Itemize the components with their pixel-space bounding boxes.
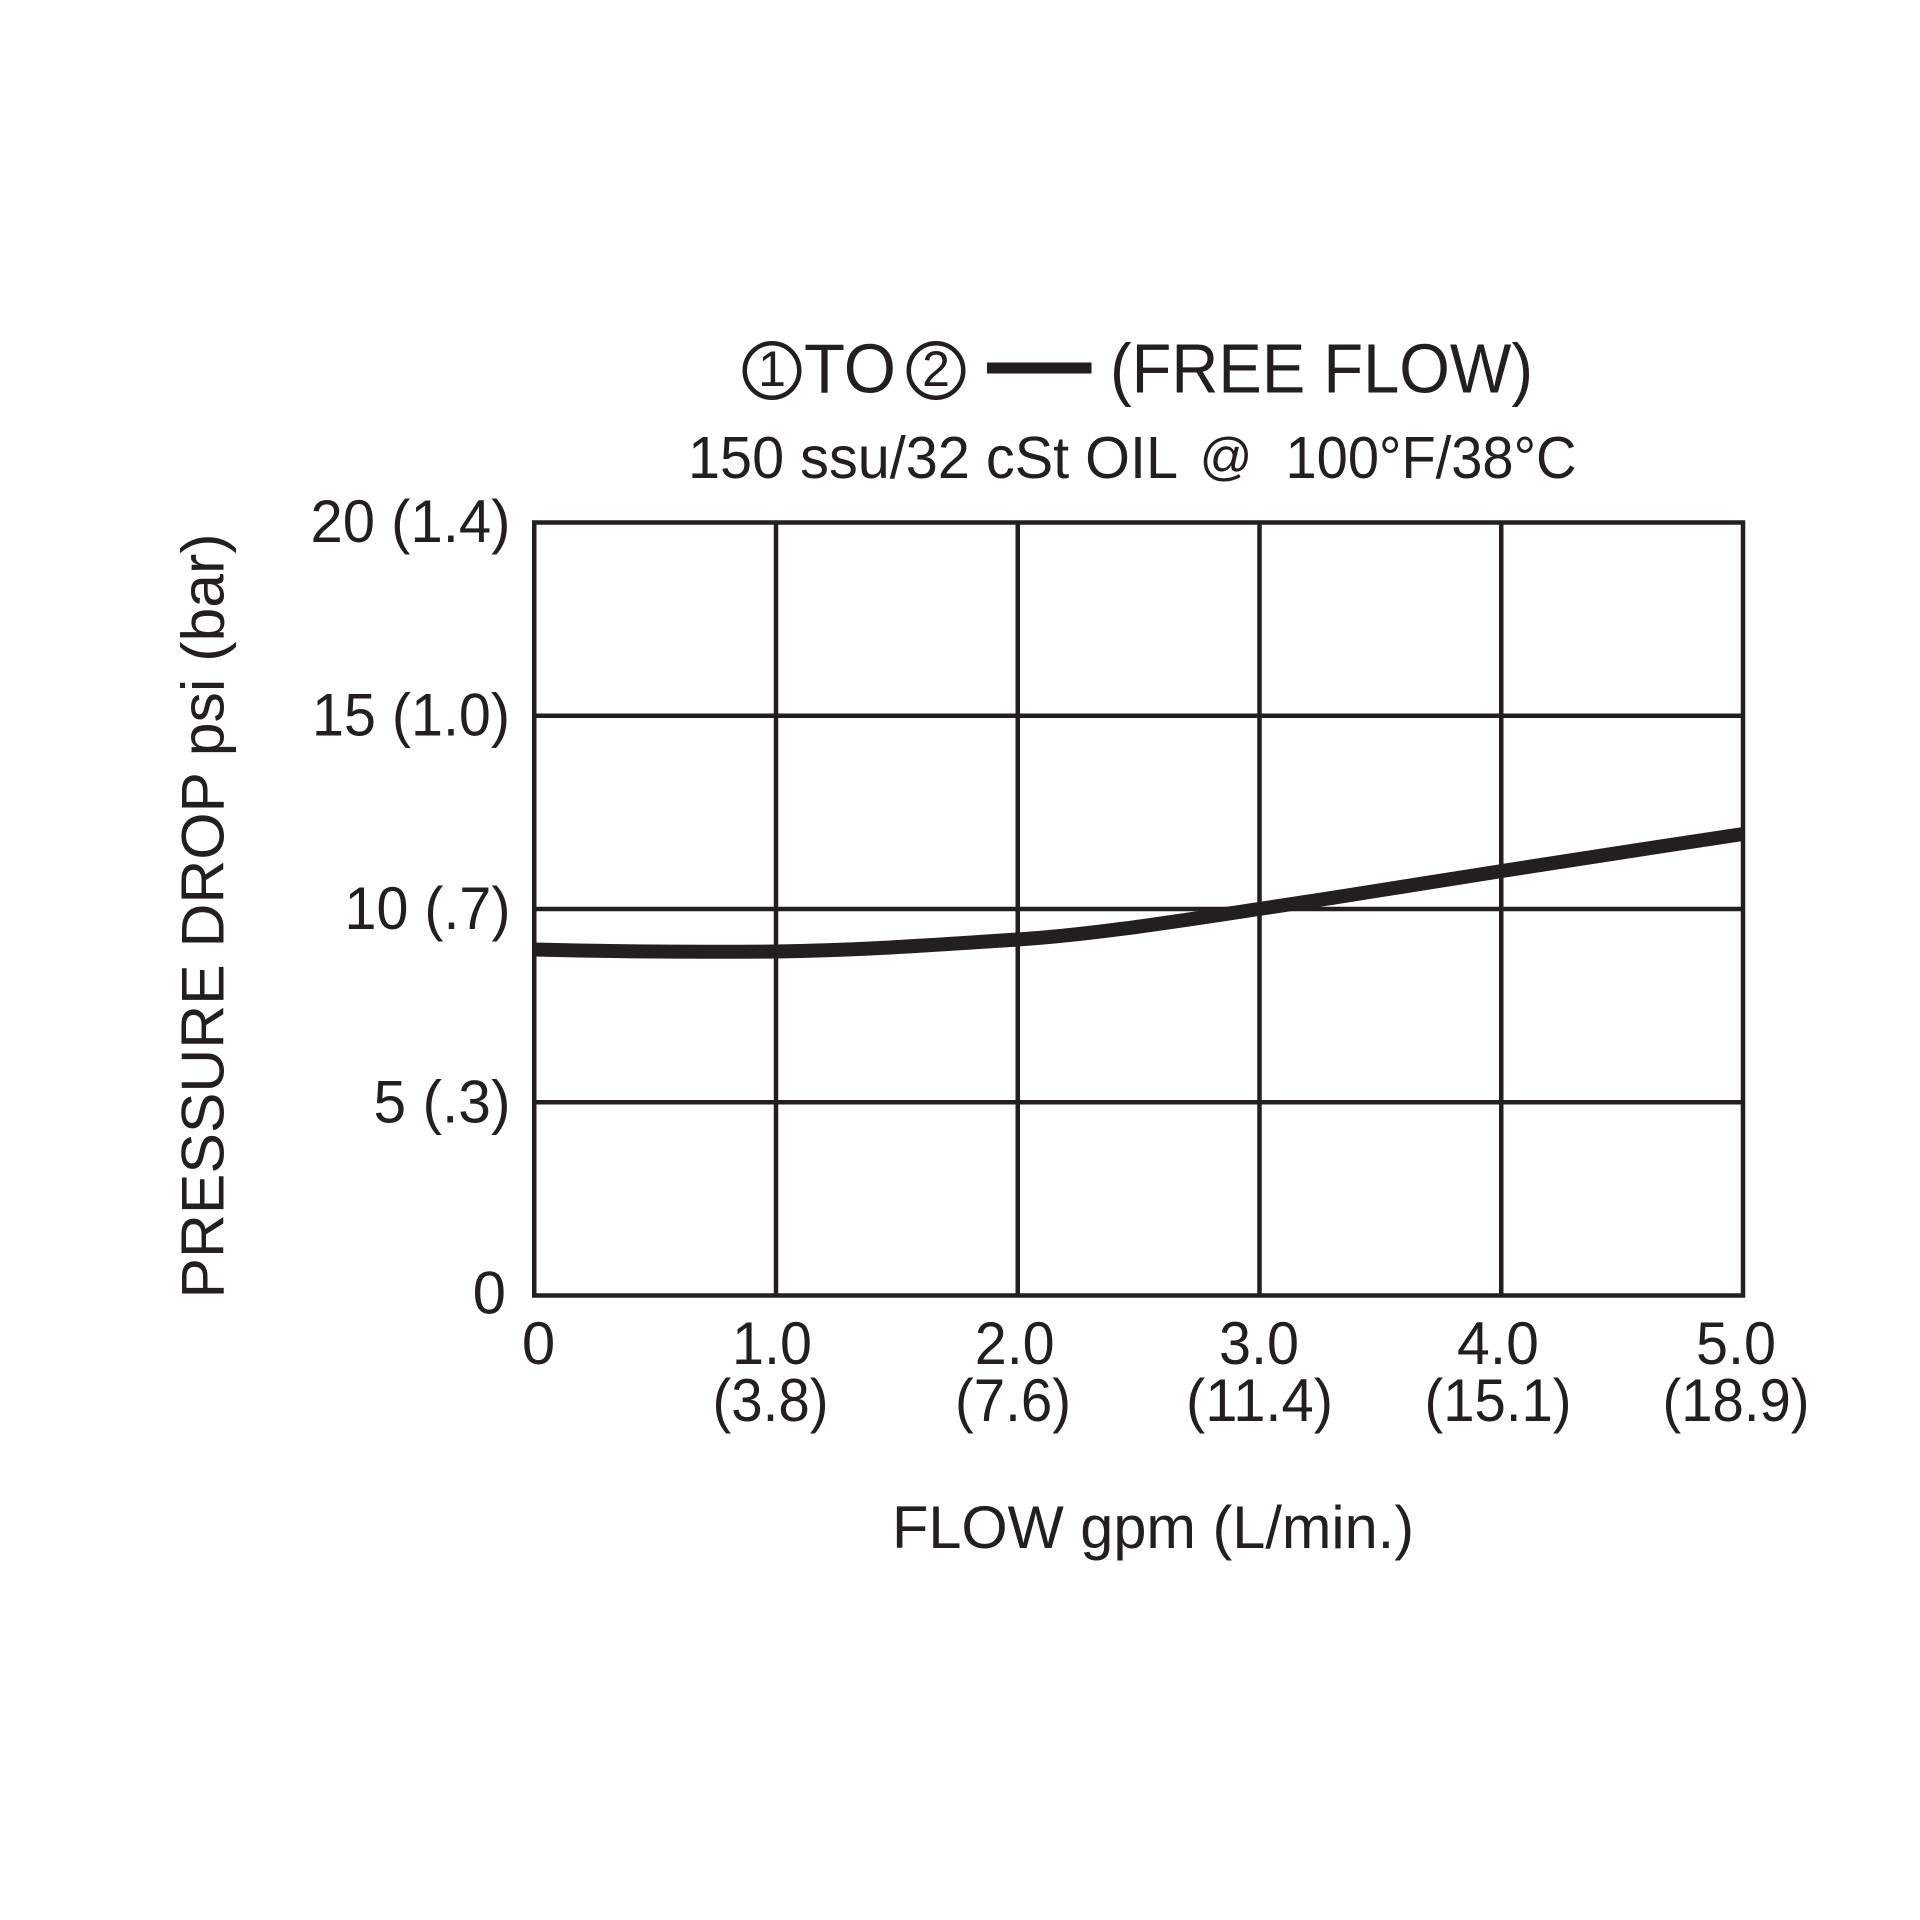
svg-text:3.0: 3.0	[1219, 1310, 1299, 1377]
svg-text:FLOW gpm (L/min.): FLOW gpm (L/min.)	[892, 1494, 1414, 1561]
svg-text:(3.8): (3.8)	[713, 1367, 829, 1434]
svg-text:TO: TO	[804, 330, 896, 408]
svg-text:1: 1	[758, 341, 786, 397]
svg-text:0: 0	[522, 1310, 555, 1377]
svg-text:150 ssu/32 cSt OIL: 150 ssu/32 cSt OIL	[688, 425, 1178, 491]
svg-text:10 (.7): 10 (.7)	[345, 875, 511, 942]
svg-text:PRESSURE DROP psi (bar): PRESSURE DROP psi (bar)	[170, 534, 237, 1299]
svg-text:4.0: 4.0	[1457, 1310, 1539, 1377]
svg-text:5.0: 5.0	[1696, 1310, 1776, 1377]
svg-text:2: 2	[922, 341, 950, 397]
svg-text:5 (.3): 5 (.3)	[374, 1069, 511, 1136]
svg-text:2.0: 2.0	[975, 1310, 1055, 1377]
svg-text:@: @	[1200, 428, 1253, 486]
svg-text:(FREE FLOW): (FREE FLOW)	[1110, 330, 1533, 408]
svg-text:(7.6): (7.6)	[955, 1367, 1071, 1434]
svg-text:20 (1.4): 20 (1.4)	[311, 488, 511, 555]
svg-text:(18.9): (18.9)	[1663, 1367, 1810, 1434]
svg-text:(15.1): (15.1)	[1425, 1367, 1572, 1434]
svg-text:15 (1.0): 15 (1.0)	[312, 682, 510, 749]
svg-text:(11.4): (11.4)	[1186, 1367, 1333, 1434]
svg-text:1.0: 1.0	[732, 1310, 812, 1377]
svg-text:100°F/38°C: 100°F/38°C	[1286, 425, 1577, 491]
svg-text:0: 0	[473, 1260, 506, 1327]
